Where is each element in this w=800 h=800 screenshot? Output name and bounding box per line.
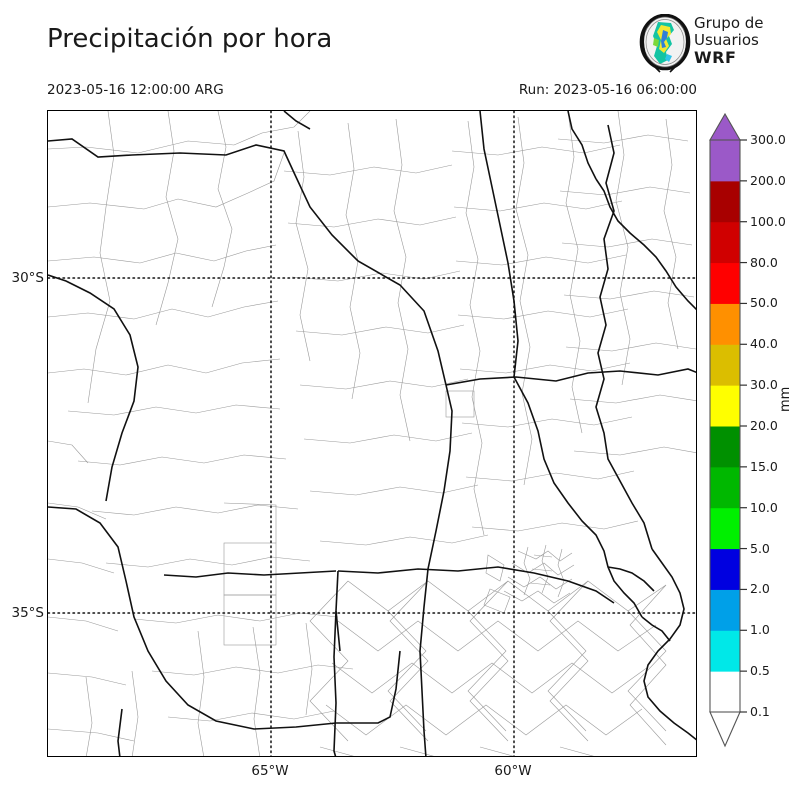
colorbar-tick-label-300.0: 300.0 <box>750 132 786 147</box>
colorbar-band-200-300 <box>710 140 740 182</box>
colorbar-tick-label-2.0: 2.0 <box>750 581 770 597</box>
logo-text: Grupo de Usuarios WRF <box>694 14 764 67</box>
colorbar-band-0.1-0.5 <box>710 671 740 713</box>
colorbar-ticks <box>740 139 747 713</box>
colorbar-band-15-20 <box>710 426 740 468</box>
map-canvas[interactable] <box>47 110 697 757</box>
globe-emblem-icon <box>639 14 691 73</box>
colorbar-tick-label-80.0: 80.0 <box>750 254 778 270</box>
lon-tick-label-65W: 65°W <box>251 763 289 779</box>
colorbar-band-5-10 <box>710 507 740 550</box>
graticule <box>48 111 696 756</box>
logo-line-2: Usuarios <box>694 31 759 49</box>
wrf-user-group-logo: Grupo de Usuarios WRF <box>638 14 798 76</box>
colorbar-bands <box>710 140 740 713</box>
logo-line-1: Grupo de <box>694 14 764 32</box>
page-title: Precipitación por hora <box>47 24 333 54</box>
colorbar-band-10-15 <box>710 466 740 509</box>
colorbar-graphic <box>709 112 747 748</box>
colorbar-band-30-40 <box>710 344 740 386</box>
lon-tick-label-60W: 60°W <box>494 763 532 779</box>
colorbar-tick-label-5.0: 5.0 <box>750 540 770 556</box>
map-geometry <box>48 111 696 756</box>
colorbar: 0.1 0.5 1.0 2.0 5.0 10.0 15.0 20.0 30.0 40.0 50.0 8… <box>706 112 798 762</box>
valid-time-label: 2023-05-16 12:00:00 ARG <box>47 82 224 98</box>
colorbar-band-20-30 <box>710 385 740 427</box>
colorbar-tick-label-40.0: 40.0 <box>750 336 778 352</box>
lat-tick-label-30S: 30°S <box>11 270 45 286</box>
colorbar-tick-label-1.0: 1.0 <box>750 622 770 638</box>
colorbar-tick-label-100.0: 100.0 <box>750 213 786 229</box>
colorbar-band-40-50 <box>710 303 740 345</box>
run-time-label: Run: 2023-05-16 06:00:00 <box>518 82 697 98</box>
colorbar-extend-min-arrow <box>709 711 741 748</box>
colorbar-tick-label-200.0: 200.0 <box>750 172 786 188</box>
colorbar-band-80-100 <box>710 221 740 264</box>
colorbar-band-1-2 <box>710 589 740 631</box>
lat-tick-label-35S: 35°S <box>11 605 45 621</box>
colorbar-unit-label: mm <box>778 386 793 412</box>
colorbar-tick-label-15.0: 15.0 <box>750 458 778 474</box>
logo-line-wrf: WRF <box>694 48 737 67</box>
colorbar-tick-label-10.0: 10.0 <box>750 499 778 515</box>
colorbar-tick-label-0.1: 0.1 <box>750 704 770 719</box>
department-boundaries <box>48 111 696 756</box>
colorbar-tick-label-20.0: 20.0 <box>750 418 778 433</box>
colorbar-band-2-5 <box>710 548 740 590</box>
colorbar-tick-label-30.0: 30.0 <box>750 377 778 393</box>
colorbar-band-0.5-1 <box>710 630 740 672</box>
colorbar-tick-label-50.0: 50.0 <box>750 295 778 311</box>
province-boundaries <box>48 111 696 756</box>
colorbar-band-100-200 <box>710 180 740 223</box>
colorbar-band-50-80 <box>710 262 740 304</box>
colorbar-tick-label-0.5: 0.5 <box>750 663 770 679</box>
colorbar-extend-max-arrow <box>709 112 741 141</box>
